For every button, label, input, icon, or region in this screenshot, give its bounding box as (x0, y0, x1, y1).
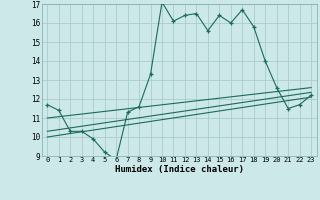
X-axis label: Humidex (Indice chaleur): Humidex (Indice chaleur) (115, 165, 244, 174)
